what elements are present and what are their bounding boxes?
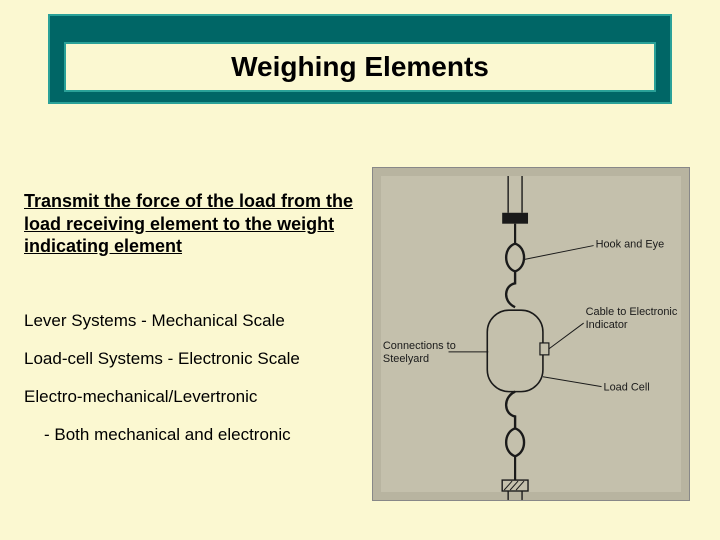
load-cell-diagram: Hook and Eye Cable to Electronic Indicat…	[372, 167, 690, 501]
list-item: Lever Systems - Mechanical Scale	[24, 310, 364, 332]
label-cable-1: Cable to Electronic	[586, 306, 678, 318]
label-cable-2: Indicator	[586, 319, 628, 331]
label-load-cell: Load Cell	[604, 382, 650, 394]
intro-text: Transmit the force of the load from the …	[24, 190, 354, 258]
label-steelyard-2: Steelyard	[383, 353, 429, 365]
page-title: Weighing Elements	[231, 51, 489, 83]
list-item: - Both mechanical and electronic	[24, 424, 364, 446]
label-hook-and-eye: Hook and Eye	[596, 239, 665, 251]
diagram-svg: Hook and Eye Cable to Electronic Indicat…	[373, 168, 689, 500]
bullet-list: Lever Systems - Mechanical Scale Load-ce…	[24, 310, 364, 462]
diagram-paper	[381, 176, 681, 492]
list-item: Electro-mechanical/Levertronic	[24, 386, 364, 408]
list-item: Load-cell Systems - Electronic Scale	[24, 348, 364, 370]
clamp-bar	[502, 213, 528, 224]
cable-junction	[540, 343, 549, 355]
label-steelyard-1: Connections to	[383, 340, 456, 352]
clamp-bar	[502, 480, 528, 491]
header-inner: Weighing Elements	[64, 42, 656, 92]
